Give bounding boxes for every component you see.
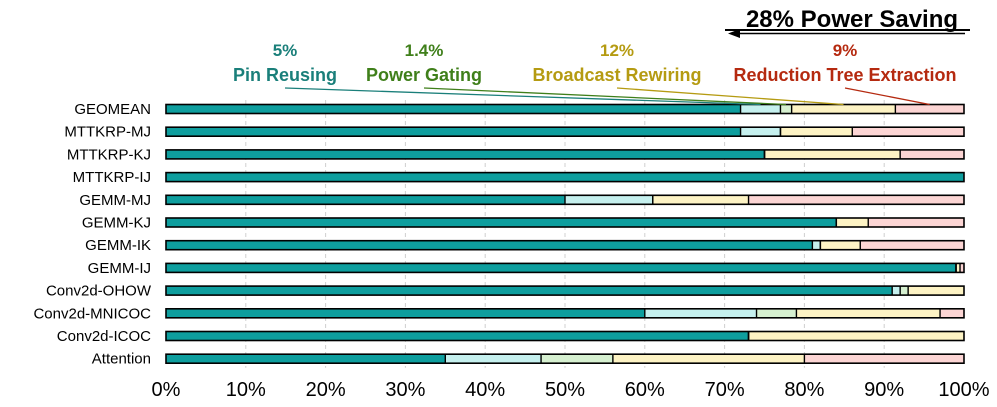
category-label: Conv2d-MNICOC [33,305,151,322]
x-tick-label: 90% [864,379,904,401]
bar-segment-reduction-tree-extraction [895,104,964,114]
legend-label: Pin Reusing [233,65,337,85]
bar-outline [165,103,965,115]
bar-segment-broadcast-rewiring [764,149,901,159]
bar-segment-pin-reusing [892,286,901,296]
bar-segment-reduction-tree-extraction [940,308,964,318]
category-label: GEMM-KJ [82,215,151,232]
bar-segment-reduction-tree-extraction [900,149,964,159]
chart-title-group: 28% Power Saving [725,6,970,38]
bar-segment-remaining-power [166,195,565,205]
category-label: GEMM-MJ [79,192,151,209]
legend-connector [284,87,761,106]
bar-segment-remaining-power [166,286,893,296]
legend-label: Power Gating [366,65,482,85]
bar-segment-power-gating [541,354,613,364]
bar-segment-broadcast-rewiring [652,195,749,205]
bar-segment-reduction-tree-extraction [960,263,964,273]
bar-segment-power-gating [780,104,792,114]
bar-outline [165,285,965,296]
bar-segment-remaining-power [166,240,813,250]
bar-segment-remaining-power [166,172,964,182]
chart-title: 28% Power Saving [746,6,958,33]
bar-segment-remaining-power [166,308,645,318]
bar-series [165,103,965,365]
bar-segment-broadcast-rewiring [791,104,896,114]
bar-outline [165,126,965,137]
category-label: MTTKRP-IJ [73,169,151,186]
legend-connector-lines [284,87,930,106]
bar-segment-broadcast-rewiring [836,218,869,227]
x-tick-label: 40% [465,379,505,401]
x-tick-label: 30% [385,379,425,401]
bar-segment-pin-reusing [644,308,757,318]
bar-segment-pin-reusing [740,104,781,114]
bar-segment-pin-reusing [812,240,821,250]
x-tick-label: 50% [545,379,585,401]
bar-segment-remaining-power [166,104,741,114]
x-tick-label: 10% [226,379,266,401]
category-label: GEMM-IJ [88,260,151,277]
bar-segment-remaining-power [166,149,765,159]
bar-outline [165,330,965,342]
legend-label: Broadcast Rewiring [532,65,701,85]
category-label: GEMM-IK [85,237,151,254]
category-label: Attention [92,351,151,368]
category-labels: GEOMEAN MTTKRP-MJ MTTKRP-KJ MTTKRP-IJ GEMM-M… [33,101,151,368]
bar-outline [165,217,965,228]
bar-segment-broadcast-rewiring [780,127,853,137]
bar-outline [165,262,965,274]
bar-segment-reduction-tree-extraction [748,195,964,205]
bar-segment-reduction-tree-extraction [868,218,964,227]
bar-outline [165,239,965,251]
bar-segment-broadcast-rewiring [748,331,964,341]
x-tick-labels: 0% 10% 20% 30% 40% 50% 60% 70% 80% 90% 100% [152,379,990,401]
bar-segment-reduction-tree-extraction [860,240,964,250]
bar-segment-broadcast-rewiring [796,308,941,318]
bar-segment-pin-reusing [740,127,781,137]
category-label: MTTKRP-KJ [67,146,151,163]
gridlines [245,100,885,368]
bar-segment-remaining-power [166,331,749,341]
category-label: GEOMEAN [74,101,151,118]
bar-segment-pin-reusing [565,195,653,205]
x-tick-label: 80% [784,379,824,401]
bar-segment-reduction-tree-extraction [804,354,964,364]
legend-value: 12% [600,41,634,60]
bar-segment-power-gating [900,286,909,296]
x-tick-label: 60% [625,379,665,401]
x-tick-label: 0% [152,379,181,401]
bar-segment-broadcast-rewiring [612,354,805,364]
x-tick-label: 70% [705,379,745,401]
bar-segment-remaining-power [166,263,957,273]
x-tick-label: 100% [938,379,989,401]
legend-value: 1.4% [405,41,444,60]
bar-segment-reduction-tree-extraction [852,127,964,137]
legend-value: 5% [273,41,298,60]
bar-outline [165,171,965,183]
legend-label: Reduction Tree Extraction [733,65,956,85]
legend-connector [616,87,844,106]
bar-segment-pin-reusing [445,354,542,364]
bar-outline [165,353,965,365]
legend-connector [844,87,930,106]
category-label: Conv2d-ICOC [57,328,151,345]
legend-connector [423,87,787,106]
bar-segment-broadcast-rewiring [956,263,961,273]
bar-segment-remaining-power [166,218,837,227]
bar-outline [165,149,965,160]
bar-segment-remaining-power [166,354,446,364]
legend: 5% Pin Reusing 1.4% Power Gating 12% Broadcas… [233,41,957,85]
bar-segment-broadcast-rewiring [820,240,861,250]
bar-segment-remaining-power [166,127,741,137]
category-label: MTTKRP-MJ [64,124,151,141]
legend-value: 9% [833,41,858,60]
title-arrow-head [728,29,740,38]
bar-segment-broadcast-rewiring [908,286,964,296]
bar-segment-power-gating [756,308,797,318]
category-label: Conv2d-OHOW [46,283,152,300]
x-tick-label: 20% [306,379,346,401]
bar-outline [165,307,965,319]
